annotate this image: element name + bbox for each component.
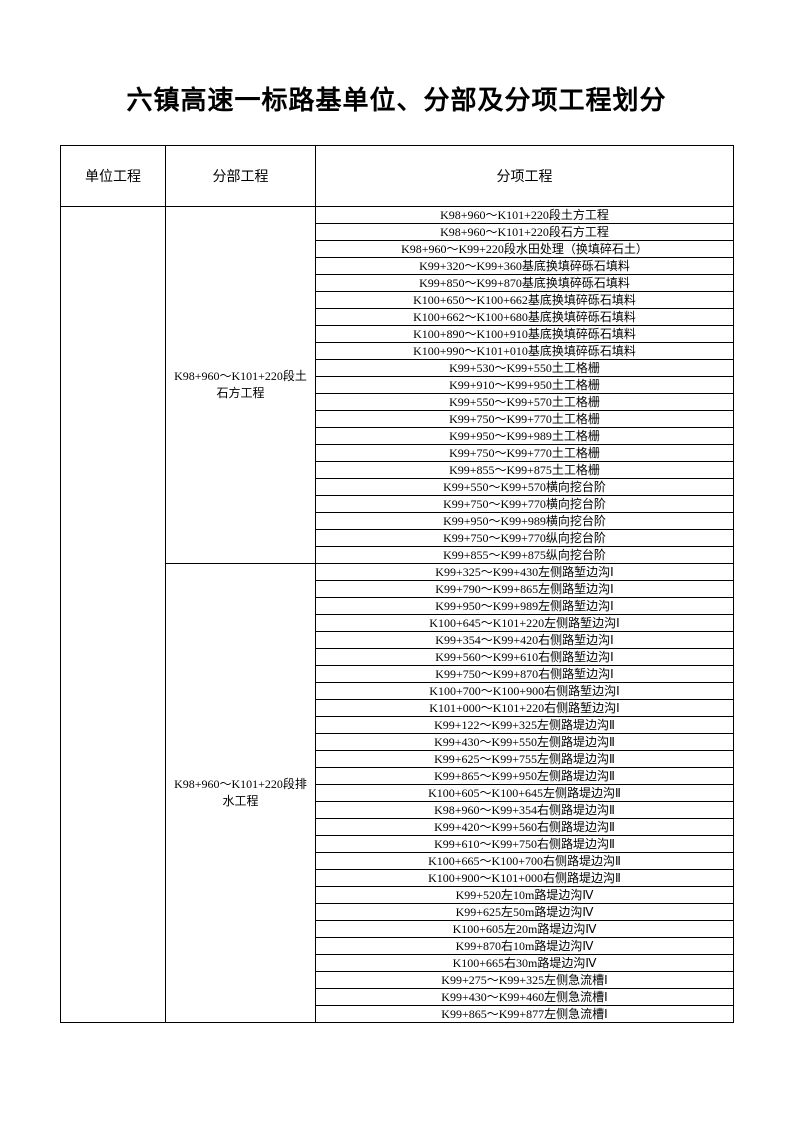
item-cell: K99+865～K99+950左侧路堤边沟Ⅱ xyxy=(316,768,734,785)
item-cell: K99+320～K99+360基底换填碎砾石填料 xyxy=(316,258,734,275)
item-cell: K99+750～K99+770土工格栅 xyxy=(316,445,734,462)
item-cell: K99+750～K99+770纵向挖台阶 xyxy=(316,530,734,547)
division-label-line: K98+960～K101+220段排 xyxy=(174,777,307,791)
header-division: 分部工程 xyxy=(166,146,316,207)
item-cell: K98+960～K101+220段石方工程 xyxy=(316,224,734,241)
item-cell: K100+650～K100+662基底换填碎砾石填料 xyxy=(316,292,734,309)
item-cell: K99+325～K99+430左侧路堑边沟Ⅰ xyxy=(316,564,734,581)
item-cell: K99+420～K99+560右侧路堤边沟Ⅱ xyxy=(316,819,734,836)
item-cell: K99+430～K99+550左侧路堤边沟Ⅱ xyxy=(316,734,734,751)
item-cell: K98+960～K99+220段水田处理（换填碎石土） xyxy=(316,241,734,258)
item-cell: K99+354～K99+420右侧路堑边沟Ⅰ xyxy=(316,632,734,649)
item-cell: K99+950～K99+989横向挖台阶 xyxy=(316,513,734,530)
item-cell: K99+275～K99+325左侧急流槽Ⅰ xyxy=(316,972,734,989)
division-table: 单位工程 分部工程 分项工程 K98+960～K101+220段土石方工程K98… xyxy=(60,145,734,1023)
item-cell: K98+960～K101+220段土方工程 xyxy=(316,207,734,224)
division-cell-earthwork: K98+960～K101+220段土石方工程 xyxy=(166,207,316,564)
item-cell: K99+850～K99+870基底换填碎砾石填料 xyxy=(316,275,734,292)
item-cell: K99+855～K99+875土工格栅 xyxy=(316,462,734,479)
page: 六镇高速一标路基单位、分部及分项工程划分 单位工程 分部工程 分项工程 K98+… xyxy=(0,0,793,1122)
item-cell: K99+910～K99+950土工格栅 xyxy=(316,377,734,394)
item-cell: K100+645～K101+220左侧路堑边沟Ⅰ xyxy=(316,615,734,632)
item-cell: K99+550～K99+570土工格栅 xyxy=(316,394,734,411)
division-cell-drainage: K98+960～K101+220段排水工程 xyxy=(166,564,316,1023)
item-cell: K99+610～K99+750右侧路堤边沟Ⅱ xyxy=(316,836,734,853)
header-item: 分项工程 xyxy=(316,146,734,207)
item-cell: K99+520左10m路堤边沟Ⅳ xyxy=(316,887,734,904)
item-cell: K99+870右10m路堤边沟Ⅳ xyxy=(316,938,734,955)
division-label-line: 水工程 xyxy=(222,794,258,808)
item-cell: K99+950～K99+989左侧路堑边沟Ⅰ xyxy=(316,598,734,615)
item-cell: K99+550～K99+570横向挖台阶 xyxy=(316,479,734,496)
table-row: K98+960～K101+220段土石方工程K98+960～K101+220段土… xyxy=(61,207,734,224)
item-cell: K99+560～K99+610右侧路堑边沟Ⅰ xyxy=(316,649,734,666)
item-cell: K99+750～K99+770土工格栅 xyxy=(316,411,734,428)
unit-project-cell xyxy=(61,207,166,1023)
item-cell: K99+430～K99+460左侧急流槽Ⅰ xyxy=(316,989,734,1006)
item-cell: K100+665右30m路堤边沟Ⅳ xyxy=(316,955,734,972)
item-cell: K100+890～K100+910基底换填碎砾石填料 xyxy=(316,326,734,343)
item-cell: K100+662～K100+680基底换填碎砾石填料 xyxy=(316,309,734,326)
table-header-row: 单位工程 分部工程 分项工程 xyxy=(61,146,734,207)
item-cell: K99+750～K99+770横向挖台阶 xyxy=(316,496,734,513)
item-cell: K100+605左20m路堤边沟Ⅳ xyxy=(316,921,734,938)
item-cell: K100+700～K100+900右侧路堑边沟Ⅰ xyxy=(316,683,734,700)
item-cell: K99+625～K99+755左侧路堤边沟Ⅱ xyxy=(316,751,734,768)
item-cell: K99+122～K99+325左侧路堤边沟Ⅱ xyxy=(316,717,734,734)
item-cell: K100+605～K100+645左侧路堤边沟Ⅱ xyxy=(316,785,734,802)
item-cell: K99+750～K99+870右侧路堑边沟Ⅰ xyxy=(316,666,734,683)
item-cell: K98+960～K99+354右侧路堤边沟Ⅱ xyxy=(316,802,734,819)
header-unit: 单位工程 xyxy=(61,146,166,207)
item-cell: K100+900～K101+000右侧路堤边沟Ⅱ xyxy=(316,870,734,887)
item-cell: K99+530～K99+550土工格栅 xyxy=(316,360,734,377)
item-cell: K101+000～K101+220右侧路堑边沟Ⅰ xyxy=(316,700,734,717)
item-cell: K99+855～K99+875纵向挖台阶 xyxy=(316,547,734,564)
item-cell: K99+790～K99+865左侧路堑边沟Ⅰ xyxy=(316,581,734,598)
item-cell: K99+865～K99+877左侧急流槽Ⅰ xyxy=(316,1006,734,1023)
page-title: 六镇高速一标路基单位、分部及分项工程划分 xyxy=(60,80,733,117)
item-cell: K99+625左50m路堤边沟Ⅳ xyxy=(316,904,734,921)
item-cell: K99+950～K99+989土工格栅 xyxy=(316,428,734,445)
division-label-line: K98+960～K101+220段土 xyxy=(174,369,307,383)
item-cell: K100+990～K101+010基底换填碎砾石填料 xyxy=(316,343,734,360)
table-body: K98+960～K101+220段土石方工程K98+960～K101+220段土… xyxy=(61,207,734,1023)
item-cell: K100+665～K100+700右侧路堤边沟Ⅱ xyxy=(316,853,734,870)
division-label-line: 石方工程 xyxy=(216,386,264,400)
